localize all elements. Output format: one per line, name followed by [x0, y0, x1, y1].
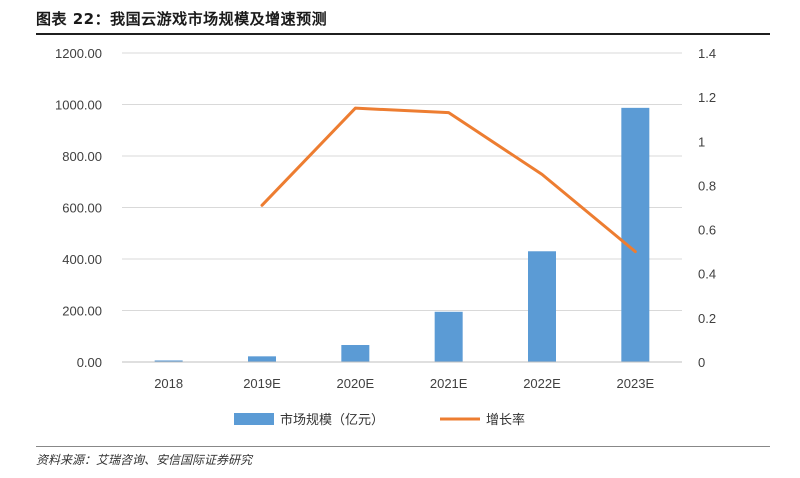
- right-axis-tick-label: 0.6: [698, 223, 716, 238]
- x-axis-tick-label: 2020E: [337, 376, 375, 391]
- bar-2018: [154, 360, 183, 362]
- left-axis-tick-label: 0.00: [77, 355, 102, 370]
- right-axis-tick-label: 0.2: [698, 311, 716, 326]
- bar-2022E: [528, 251, 556, 362]
- x-axis-tick-label: 2023E: [617, 376, 655, 391]
- x-axis-tick-label: 2018: [154, 376, 183, 391]
- x-axis-tick-label: 2022E: [523, 376, 561, 391]
- footer-divider: [36, 446, 770, 447]
- legend-label-bar: 市场规模（亿元）: [280, 412, 384, 428]
- right-axis-tick-label: 0.8: [698, 178, 716, 193]
- right-axis-tick-label: 0: [698, 355, 705, 370]
- bar-2019E: [248, 356, 276, 362]
- growth-rate-line: [260, 106, 637, 254]
- right-axis-tick-label: 0.4: [698, 267, 716, 282]
- left-axis-tick-label: 400.00: [62, 252, 102, 267]
- left-axis-tick-label: 800.00: [62, 149, 102, 164]
- grid-lines: [122, 52, 682, 311]
- bar-2023E: [621, 107, 650, 362]
- left-axis-tick-label: 1000.00: [55, 98, 102, 113]
- right-axis-tick-label: 1.2: [698, 90, 716, 105]
- right-axis-tick-label: 1.4: [698, 46, 716, 61]
- figure-title: 图表 22：我国云游戏市场规模及增速预测: [36, 10, 328, 28]
- bar-2020E: [341, 345, 370, 362]
- axes: 0.00 200.00 400.00 600.00 800.00 1000.00 1200.…: [55, 46, 716, 391]
- left-axis-tick-label: 600.00: [62, 201, 102, 216]
- bar-series: [154, 107, 650, 362]
- right-axis-tick-label: 1: [698, 134, 705, 149]
- left-axis-tick-label: 200.00: [62, 304, 102, 319]
- line-series: [260, 106, 637, 254]
- x-axis-tick-label: 2019E: [243, 376, 281, 391]
- left-axis-tick-label: 1200.00: [55, 46, 102, 61]
- legend: 市场规模（亿元） 增长率: [234, 412, 525, 428]
- title-divider: [36, 33, 770, 35]
- bar-2021E: [434, 311, 463, 362]
- legend-swatch-bar: [234, 413, 274, 425]
- source-note: 资料来源：艾瑞咨询、安信国际证券研究: [36, 453, 253, 467]
- x-axis-tick-label: 2021E: [430, 376, 468, 391]
- legend-label-line: 增长率: [486, 412, 525, 428]
